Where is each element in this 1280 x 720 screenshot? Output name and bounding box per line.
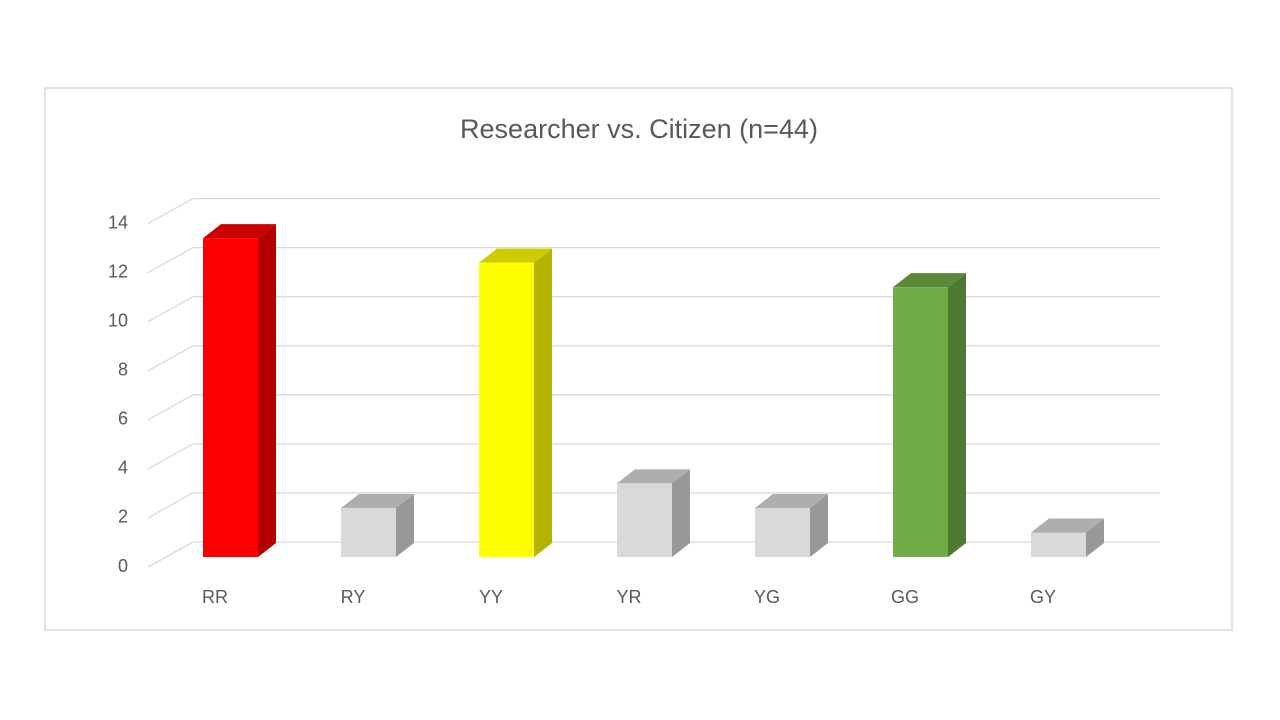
bar-top (341, 493, 414, 508)
x-tick-label: YG (754, 587, 780, 607)
x-tick-label: RR (202, 587, 228, 607)
bar-side (1086, 518, 1104, 557)
bar (341, 507, 396, 557)
x-tick-label: GG (891, 587, 919, 607)
y-tick-label: 8 (118, 360, 128, 380)
bar-side (258, 224, 276, 557)
y-tick-label: 0 (118, 556, 128, 576)
bar-top (1031, 518, 1104, 533)
bar (479, 262, 534, 557)
bar-side (672, 469, 690, 557)
x-tick-label: GY (1030, 587, 1056, 607)
bar-top (617, 469, 690, 484)
grid-line-side (147, 247, 194, 274)
bar-top (479, 248, 552, 263)
x-tick-label: YY (479, 587, 503, 607)
y-tick-label: 4 (118, 458, 128, 478)
bar (893, 287, 948, 557)
bar-top (893, 273, 966, 288)
x-tick-label: RY (341, 587, 366, 607)
y-tick-label: 10 (108, 310, 128, 330)
bar (1031, 532, 1086, 557)
bar-side (810, 493, 828, 557)
bar-side (396, 493, 414, 557)
bar (617, 483, 672, 557)
bar-top (755, 493, 828, 508)
bar-top (203, 224, 276, 239)
bar-side (948, 273, 966, 557)
y-tick-label: 12 (108, 261, 128, 281)
grid-line-side (147, 541, 194, 568)
bar (755, 507, 810, 557)
grid-line-side (147, 296, 194, 323)
y-tick-label: 6 (118, 409, 128, 429)
bar-side (534, 248, 552, 557)
x-tick-label: YR (616, 587, 641, 607)
bar (203, 238, 258, 557)
grid-line-side (147, 198, 194, 225)
y-tick-label: 2 (118, 507, 128, 527)
grid-line-side (147, 394, 194, 421)
grid-line-side (147, 492, 194, 519)
y-tick-label: 14 (108, 212, 128, 232)
grid-line-side (147, 345, 194, 372)
chart-title: Researcher vs. Citizen (n=44) (460, 114, 818, 144)
grid-line-side (147, 443, 194, 470)
